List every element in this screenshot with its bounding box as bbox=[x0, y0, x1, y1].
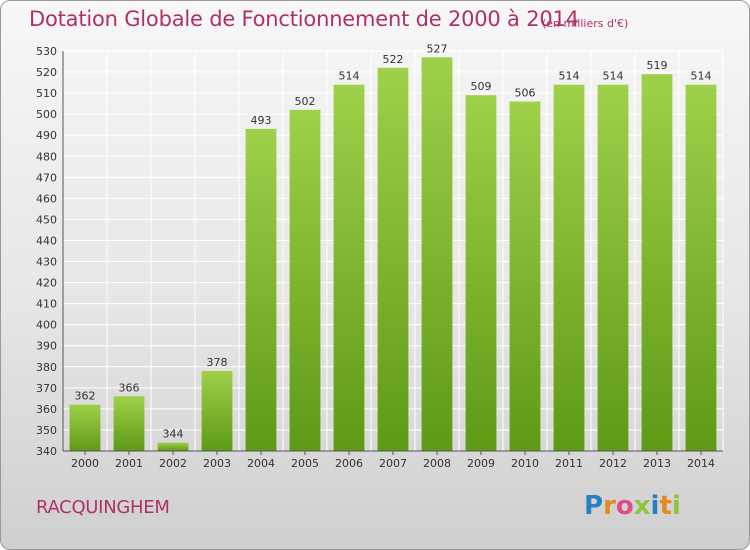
y-tick-label: 470 bbox=[36, 171, 57, 184]
y-tick-label: 480 bbox=[36, 150, 57, 163]
x-tick-label: 2011 bbox=[555, 457, 583, 470]
x-tick-label: 2007 bbox=[379, 457, 407, 470]
bar-2011 bbox=[553, 84, 585, 451]
brand-letter: r bbox=[603, 491, 616, 521]
proxiti-logo: Proxiti bbox=[584, 491, 681, 521]
y-tick-label: 430 bbox=[36, 256, 57, 269]
bar-2009 bbox=[465, 95, 497, 451]
bar-2002 bbox=[157, 442, 189, 451]
y-tick-label: 380 bbox=[36, 361, 57, 374]
bar-2006 bbox=[333, 84, 365, 451]
data-labels: 362 366 344 378 493 502 514 522 527 509 506 514 514 5… bbox=[75, 42, 712, 440]
x-tick-label: 2009 bbox=[467, 457, 495, 470]
brand-letter: i bbox=[650, 491, 660, 521]
brand-letter: i bbox=[671, 491, 681, 521]
y-tick-label: 510 bbox=[36, 87, 57, 100]
bar-2001 bbox=[113, 396, 145, 451]
y-tick-label: 500 bbox=[36, 108, 57, 121]
brand-letter: o bbox=[615, 491, 634, 521]
data-label: 506 bbox=[515, 87, 536, 100]
bar-2000 bbox=[69, 404, 101, 451]
x-tick-label: 2014 bbox=[687, 457, 715, 470]
bar-2014 bbox=[685, 84, 717, 451]
bar-2013 bbox=[641, 74, 673, 451]
bar-2005 bbox=[289, 109, 321, 452]
data-label: 514 bbox=[559, 70, 580, 83]
y-tick-label: 340 bbox=[36, 445, 57, 458]
x-tick-label: 2006 bbox=[335, 457, 363, 470]
brand-letter: P bbox=[584, 491, 604, 521]
data-label: 378 bbox=[207, 356, 228, 369]
y-tick-label: 530 bbox=[36, 45, 57, 58]
data-label: 344 bbox=[163, 428, 184, 441]
bar-2004 bbox=[245, 128, 277, 451]
x-tick-label: 2003 bbox=[203, 457, 231, 470]
bar-2003 bbox=[201, 371, 233, 451]
data-label: 522 bbox=[383, 53, 404, 66]
y-tick-label: 490 bbox=[36, 129, 57, 142]
data-label: 514 bbox=[339, 70, 360, 83]
data-label: 527 bbox=[427, 42, 448, 55]
y-tick-label: 440 bbox=[36, 234, 57, 247]
data-label: 366 bbox=[119, 381, 140, 394]
brand-letter: x bbox=[633, 491, 651, 521]
y-tick-label: 400 bbox=[36, 319, 57, 332]
x-tick-label: 2010 bbox=[511, 457, 539, 470]
bar-2010 bbox=[509, 101, 541, 451]
data-label: 514 bbox=[691, 70, 712, 83]
data-label: 362 bbox=[75, 390, 96, 403]
axes: 340 350 360 370 380 390 400 410 420 430 440 450 460 4… bbox=[36, 45, 723, 470]
y-tick-label: 390 bbox=[36, 340, 57, 353]
data-label: 502 bbox=[295, 95, 316, 108]
y-tick-label: 370 bbox=[36, 382, 57, 395]
y-tick-label: 520 bbox=[36, 66, 57, 79]
bars bbox=[69, 57, 717, 452]
x-tick-label: 2012 bbox=[599, 457, 627, 470]
bar-2008 bbox=[421, 57, 453, 452]
y-tick-label: 460 bbox=[36, 192, 57, 205]
data-label: 519 bbox=[647, 59, 668, 72]
bar-2007 bbox=[377, 67, 409, 452]
brand-letter: t bbox=[659, 491, 672, 521]
y-tick-label: 410 bbox=[36, 298, 57, 311]
y-tick-label: 360 bbox=[36, 403, 57, 416]
chart-subtitle: (en milliers d'€) bbox=[542, 17, 629, 30]
x-tick-label: 2008 bbox=[423, 457, 451, 470]
y-tick-label: 450 bbox=[36, 213, 57, 226]
commune-name: RACQUINGHEM bbox=[36, 497, 170, 518]
y-tick-label: 350 bbox=[36, 424, 57, 437]
chart-title: Dotation Globale de Fonctionnement de 20… bbox=[29, 7, 579, 31]
x-tick-label: 2005 bbox=[291, 457, 319, 470]
data-label: 514 bbox=[603, 70, 624, 83]
x-tick-label: 2001 bbox=[115, 457, 143, 470]
data-label: 493 bbox=[251, 114, 272, 127]
bar-2012 bbox=[597, 84, 629, 451]
x-tick-label: 2002 bbox=[159, 457, 187, 470]
y-tick-label: 420 bbox=[36, 277, 57, 290]
data-label: 509 bbox=[471, 80, 492, 93]
x-tick-label: 2004 bbox=[247, 457, 275, 470]
x-tick-label: 2013 bbox=[643, 457, 671, 470]
x-tick-label: 2000 bbox=[71, 457, 99, 470]
